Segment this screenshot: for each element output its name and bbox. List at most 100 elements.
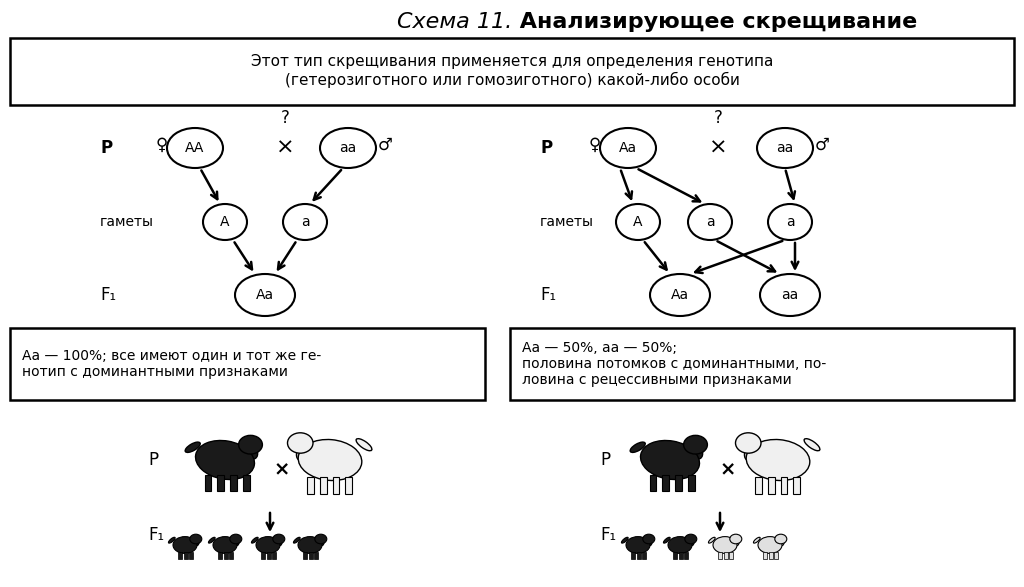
- Ellipse shape: [278, 538, 282, 545]
- FancyBboxPatch shape: [10, 38, 1014, 105]
- Ellipse shape: [758, 537, 782, 554]
- FancyBboxPatch shape: [307, 477, 313, 494]
- FancyBboxPatch shape: [303, 552, 307, 559]
- FancyBboxPatch shape: [218, 552, 222, 559]
- Ellipse shape: [189, 534, 202, 544]
- Ellipse shape: [209, 537, 215, 543]
- Text: AA: AA: [185, 141, 205, 155]
- Ellipse shape: [684, 436, 708, 454]
- Ellipse shape: [760, 274, 820, 316]
- Text: a: a: [785, 215, 795, 229]
- Ellipse shape: [648, 538, 652, 545]
- Ellipse shape: [283, 204, 327, 240]
- Ellipse shape: [757, 128, 813, 168]
- Ellipse shape: [239, 436, 262, 454]
- FancyBboxPatch shape: [224, 552, 228, 559]
- FancyBboxPatch shape: [769, 552, 773, 559]
- Ellipse shape: [780, 538, 784, 545]
- Ellipse shape: [356, 438, 372, 451]
- Ellipse shape: [203, 204, 247, 240]
- Ellipse shape: [247, 444, 258, 459]
- Ellipse shape: [664, 537, 670, 543]
- FancyBboxPatch shape: [729, 552, 733, 559]
- FancyBboxPatch shape: [649, 475, 656, 491]
- Ellipse shape: [319, 538, 325, 545]
- Text: ×: ×: [275, 138, 294, 158]
- Ellipse shape: [643, 534, 654, 544]
- Ellipse shape: [288, 433, 313, 453]
- FancyBboxPatch shape: [10, 328, 485, 400]
- Ellipse shape: [213, 537, 237, 554]
- Text: Аа: Аа: [256, 288, 274, 302]
- FancyBboxPatch shape: [229, 552, 232, 559]
- Ellipse shape: [713, 537, 737, 554]
- Text: a: a: [706, 215, 715, 229]
- Text: аа: аа: [776, 141, 794, 155]
- FancyBboxPatch shape: [178, 552, 182, 559]
- Text: аа: аа: [781, 288, 799, 302]
- FancyBboxPatch shape: [345, 477, 352, 494]
- Ellipse shape: [168, 537, 175, 543]
- Ellipse shape: [804, 438, 820, 451]
- Text: ×: ×: [709, 138, 727, 158]
- Text: ♀: ♀: [589, 136, 601, 154]
- Text: P: P: [100, 139, 112, 157]
- Ellipse shape: [294, 537, 300, 543]
- FancyBboxPatch shape: [333, 477, 339, 494]
- FancyBboxPatch shape: [637, 552, 641, 559]
- Ellipse shape: [626, 537, 650, 554]
- FancyBboxPatch shape: [755, 477, 762, 494]
- FancyBboxPatch shape: [267, 552, 271, 559]
- Text: F₁: F₁: [100, 286, 116, 304]
- Ellipse shape: [600, 128, 656, 168]
- Text: Аа — 50%, аа — 50%;
половина потомков с доминантными, по-
ловина с рецессивными : Аа — 50%, аа — 50%; половина потомков с …: [522, 341, 826, 387]
- Ellipse shape: [616, 204, 660, 240]
- FancyBboxPatch shape: [674, 552, 677, 559]
- FancyBboxPatch shape: [780, 477, 787, 494]
- Ellipse shape: [298, 440, 361, 481]
- FancyBboxPatch shape: [184, 552, 188, 559]
- Ellipse shape: [272, 534, 285, 544]
- Text: Аа — 100%; все имеют один и тот же ге-
нотип с доминантными признаками: Аа — 100%; все имеют один и тот же ге- н…: [22, 349, 322, 379]
- Text: Аа: Аа: [671, 288, 689, 302]
- Ellipse shape: [256, 537, 280, 554]
- Ellipse shape: [775, 534, 786, 544]
- Ellipse shape: [314, 534, 327, 544]
- Text: A: A: [220, 215, 229, 229]
- Ellipse shape: [167, 128, 223, 168]
- Text: гаметы: гаметы: [540, 215, 594, 229]
- Text: F₁: F₁: [148, 526, 164, 544]
- Ellipse shape: [196, 440, 255, 480]
- Text: P: P: [148, 451, 158, 469]
- Ellipse shape: [754, 537, 760, 543]
- Text: ♂: ♂: [378, 136, 393, 154]
- FancyBboxPatch shape: [768, 477, 774, 494]
- Ellipse shape: [185, 442, 201, 453]
- FancyBboxPatch shape: [679, 552, 683, 559]
- Ellipse shape: [768, 204, 812, 240]
- FancyBboxPatch shape: [319, 477, 327, 494]
- Ellipse shape: [692, 444, 702, 459]
- Ellipse shape: [735, 538, 739, 545]
- FancyBboxPatch shape: [261, 552, 265, 559]
- Text: a: a: [301, 215, 309, 229]
- Ellipse shape: [650, 274, 710, 316]
- FancyBboxPatch shape: [688, 475, 694, 491]
- Text: Анализирующее скрещивание: Анализирующее скрещивание: [512, 12, 918, 32]
- Ellipse shape: [229, 534, 242, 544]
- Ellipse shape: [173, 537, 197, 554]
- Text: ×: ×: [720, 460, 736, 480]
- Ellipse shape: [744, 443, 754, 460]
- Text: aa: aa: [339, 141, 356, 155]
- Ellipse shape: [252, 537, 258, 543]
- Ellipse shape: [234, 274, 295, 316]
- Ellipse shape: [319, 128, 376, 168]
- Ellipse shape: [641, 440, 699, 480]
- FancyBboxPatch shape: [510, 328, 1014, 400]
- FancyBboxPatch shape: [243, 475, 250, 491]
- Text: P: P: [540, 139, 552, 157]
- FancyBboxPatch shape: [724, 552, 728, 559]
- FancyBboxPatch shape: [719, 552, 722, 559]
- Text: ♀: ♀: [156, 136, 168, 154]
- Ellipse shape: [690, 538, 694, 545]
